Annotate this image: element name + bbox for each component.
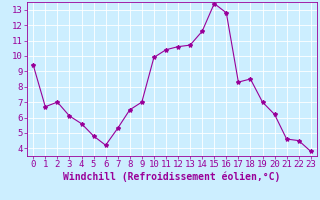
X-axis label: Windchill (Refroidissement éolien,°C): Windchill (Refroidissement éolien,°C) bbox=[63, 172, 281, 182]
